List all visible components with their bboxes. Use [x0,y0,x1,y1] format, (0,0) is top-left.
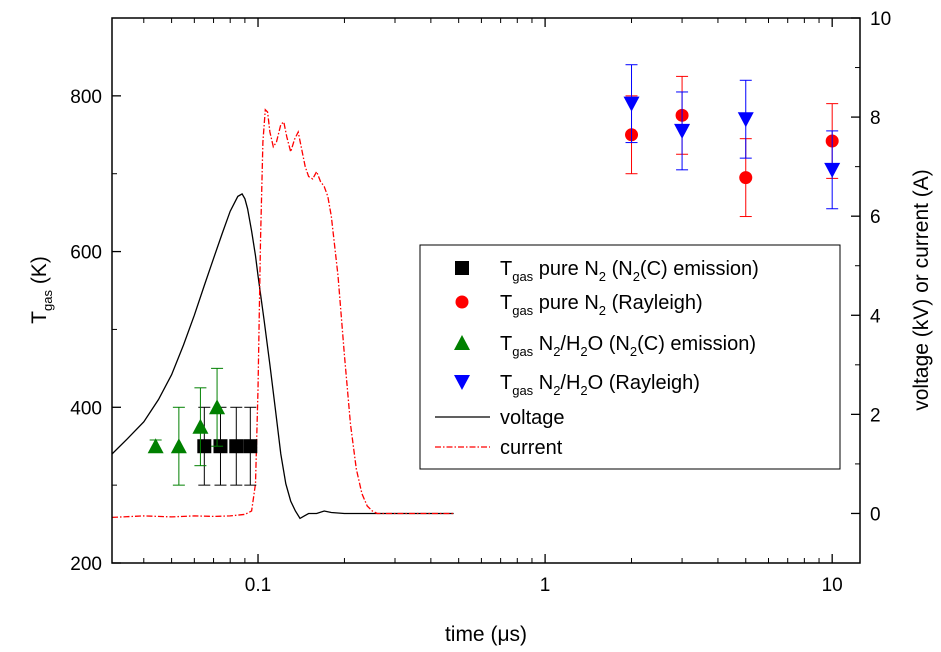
legend-label: Tgas N2/H2O (Rayleigh) [500,372,700,398]
svg-text:Tgas (K): Tgas (K) [28,256,55,324]
T_gas N2/H2O (N2(C) emission)-point [170,438,187,454]
y-right-tick-label: 4 [870,306,881,327]
x-axis-label: time (μs) [445,623,527,646]
T_gas N2/H2O (N2(C) emission)-point [209,399,226,415]
legend-label: Tgas pure N2 (N2(C) emission) [500,258,759,284]
T_gas pure N2 (Rayleigh)-point [739,171,753,185]
y-right-tick-label: 10 [870,9,891,30]
legend: Tgas pure N2 (N2(C) emission) Tgas pure N… [419,244,841,470]
y-right-axis-label: voltage (kV) or current (A) [910,169,933,411]
T_gas N2/H2O (Rayleigh)-point [737,112,754,128]
T_gas N2/H2O (N2(C) emission)-point [192,418,209,434]
legend-symbol [455,295,469,309]
y-left-tick-label: 200 [70,554,102,575]
plot-frame [111,17,861,564]
y-left-tick-label: 400 [70,398,102,419]
T_gas N2/H2O (Rayleigh)-point [824,162,841,178]
y-right-tick-label: 6 [870,207,881,228]
T_gas pure N2 (N2(C) emission)-point [243,439,258,454]
voltage-line [111,193,454,520]
y-left-tick-label: 600 [70,243,102,264]
legend-symbol [454,375,470,390]
legend-label: current [500,437,563,459]
T_gas N2/H2O (Rayleigh)-point [674,123,691,139]
line-series [111,108,454,520]
legend-label: Tgas pure N2 (Rayleigh) [500,292,703,318]
y-right-tick-label: 8 [870,108,881,129]
x-tick-label: 1 [540,575,551,596]
scatter-series [147,64,841,486]
x-tick-label: 10 [822,575,843,596]
legend-label: Tgas N2/H2O (N2(C) emission) [500,333,756,359]
current-line [111,108,454,519]
T_gas pure N2 (N2(C) emission)-point [229,439,244,454]
legend-symbol [455,261,469,275]
T_gas N2/H2O (Rayleigh)-point [623,96,640,112]
T_gas pure N2 (N2(C) emission)-point [197,439,212,454]
axis-ticks: 0.1 1 10 200 400 600 800 0 2 4 6 8 10 [70,9,891,596]
T_gas N2/H2O (N2(C) emission)-point [147,438,164,454]
y-left-tick-label: 800 [70,87,102,108]
x-tick-label: 0.1 [245,575,271,596]
svg-text:voltage (kV) or current (A): voltage (kV) or current (A) [910,169,933,411]
y-right-tick-label: 0 [870,504,881,525]
legend-box [419,244,841,470]
y-left-axis-label: Tgas (K) [28,256,55,324]
y-right-tick-label: 2 [870,405,881,426]
legend-symbol [454,335,470,350]
legend-label: voltage [500,407,565,429]
